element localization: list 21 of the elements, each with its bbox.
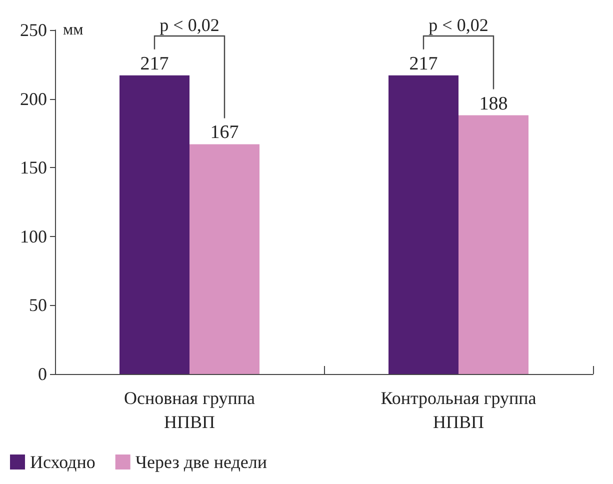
legend-label: Через две недели — [135, 452, 268, 472]
annotation: p < 0,02 — [428, 15, 488, 35]
y-tick-label: 150 — [20, 158, 47, 178]
y-tick-label: 100 — [20, 226, 47, 246]
x-tick-label: Основная группа НПВП — [124, 388, 255, 432]
y-tick-label: 250 — [20, 20, 47, 40]
y-tick-label: 50 — [29, 295, 47, 316]
legend-label: Исходно — [30, 452, 96, 472]
data-label: 217 — [140, 53, 169, 74]
bar — [120, 75, 190, 374]
data-label: 188 — [479, 93, 508, 114]
x-tick-label: Контрольная группа НПВП — [380, 388, 536, 432]
annotation: p < 0,02 — [160, 15, 220, 35]
bar — [388, 75, 458, 374]
bar — [190, 144, 260, 374]
data-label: 217 — [409, 53, 438, 74]
y-tick-label: 0 — [38, 364, 47, 384]
bar — [458, 115, 528, 374]
y-tick-label: 200 — [20, 88, 47, 109]
y-axis-title: мм — [63, 22, 84, 38]
data-label: 167 — [210, 122, 239, 144]
